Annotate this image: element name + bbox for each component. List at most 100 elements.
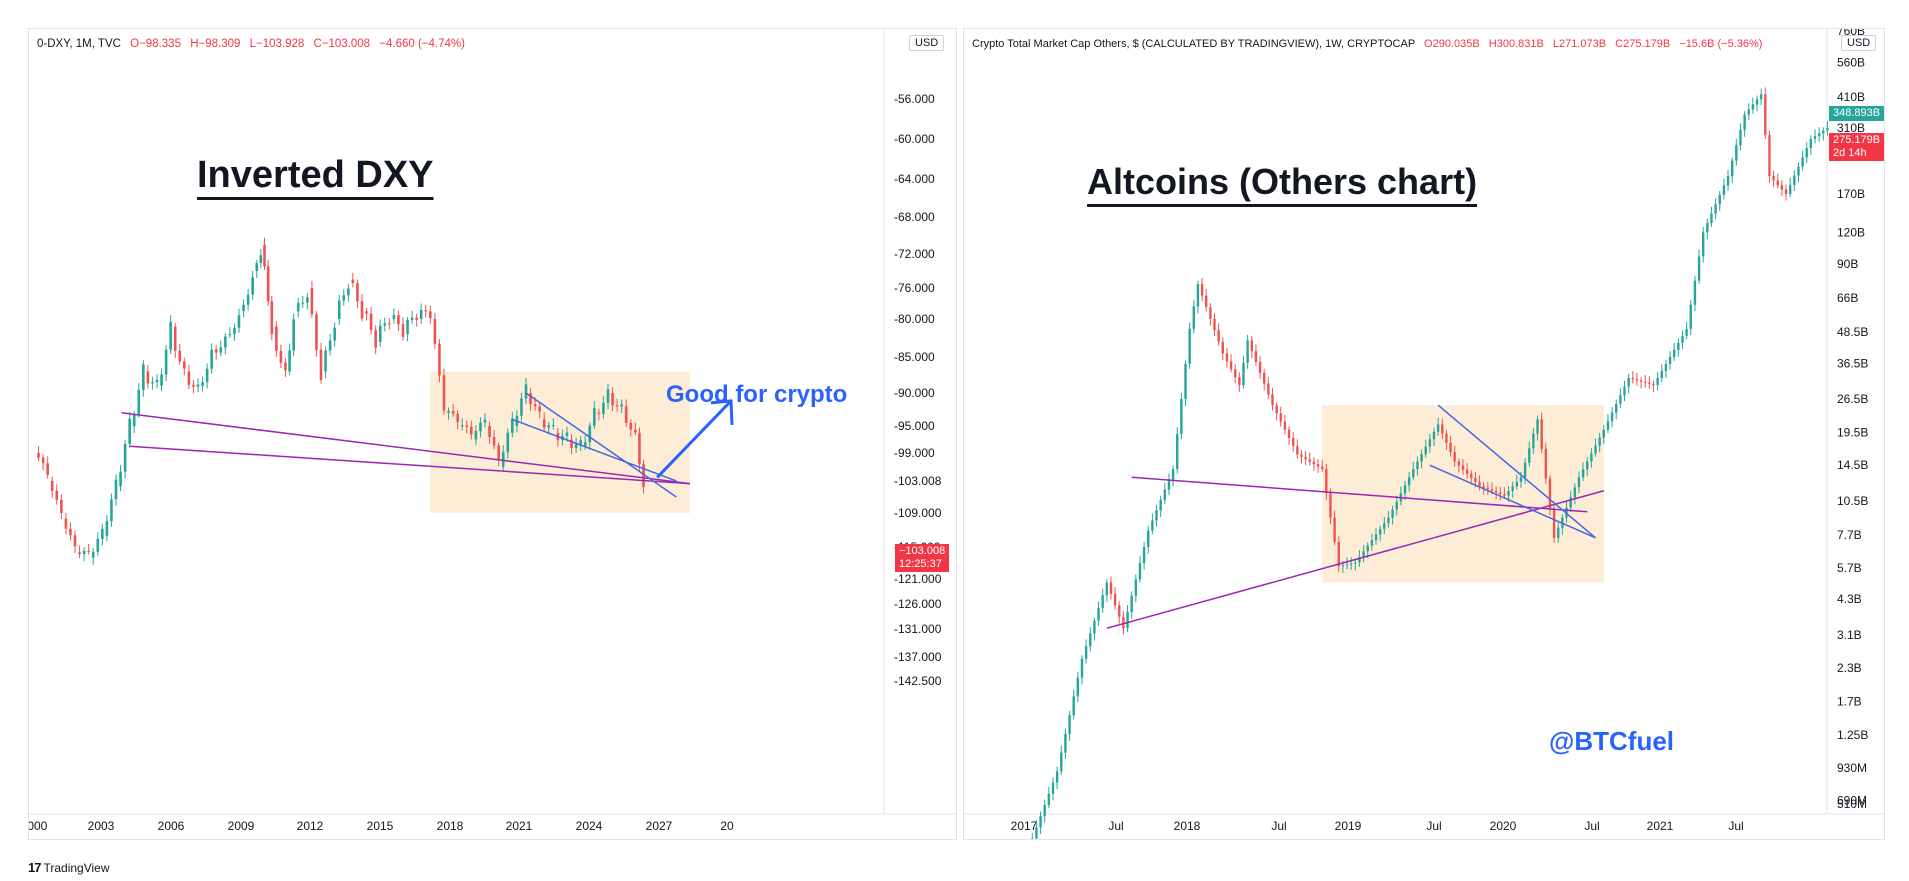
candle-body [1047, 793, 1051, 805]
candle-body [1383, 523, 1386, 529]
candle-body [301, 302, 305, 304]
candle-body [1374, 534, 1378, 541]
price-axis-tick: 510M [1837, 797, 1867, 811]
candle-body [41, 457, 45, 464]
candle-body [1217, 330, 1220, 342]
candle-body [137, 389, 141, 415]
currency-button[interactable]: USD [1841, 35, 1877, 51]
candle-body [1258, 362, 1262, 373]
others-chart-svg[interactable]: 760B 560B 410B 310B 170B 120B 90B 66B 48.5B 36.5B… [964, 29, 1884, 839]
chart-panel-others[interactable]: Crypto Total Market Cap Others, $ (CALCU… [963, 28, 1885, 840]
candle-body [1043, 804, 1046, 817]
candle-body [479, 422, 482, 432]
candle-body [533, 404, 537, 407]
candle-body [187, 371, 191, 385]
time-axis-tick: Jul [1728, 819, 1743, 833]
price-axis-tick: -126.000 [894, 597, 942, 611]
candle-body [1747, 109, 1750, 115]
candle-body [1387, 517, 1390, 524]
candle-body [146, 371, 150, 384]
arrow-head-icon [710, 399, 734, 425]
candle-body [1697, 256, 1701, 281]
currency-button[interactable]: USD [909, 35, 945, 51]
candle-body [196, 384, 200, 387]
candle-body [1337, 541, 1340, 567]
candle-body [60, 499, 63, 513]
candle-body [1656, 378, 1659, 386]
candle-body [1084, 646, 1088, 659]
candle-body [1403, 485, 1407, 494]
candle-body [456, 413, 459, 423]
candle-body [251, 277, 254, 295]
candle-body [1213, 318, 1216, 331]
trend-line [512, 418, 677, 482]
candle-body [1768, 135, 1771, 177]
candle-body [205, 368, 209, 383]
candle-body [1076, 677, 1080, 697]
candle-body [1594, 445, 1597, 454]
candle-body [433, 319, 437, 344]
candle-body [1097, 607, 1100, 621]
consolidation-zone [1322, 405, 1604, 583]
candle-body [583, 442, 587, 447]
candle-body [1246, 340, 1249, 363]
candle-body [96, 538, 100, 552]
time-axis-tick: 20 [720, 819, 734, 833]
candle-body [1528, 448, 1531, 463]
dxy-chart-svg[interactable]: -56.000 -60.000 -64.000 -68.000 -72.000 -76.0… [29, 29, 956, 839]
candle-body [1735, 145, 1738, 161]
candle-body [1242, 362, 1245, 386]
price-axis-tick: 1.25B [1837, 728, 1868, 742]
candle-body [1151, 520, 1154, 531]
candle-body [1465, 469, 1469, 474]
candle-body [606, 389, 610, 403]
candle-body [1279, 413, 1282, 422]
candle-body [547, 425, 551, 428]
candle-body [638, 432, 641, 465]
price-axis-tick: 10.5B [1837, 494, 1868, 508]
candle-body [424, 310, 428, 312]
candle-body [1126, 612, 1129, 629]
open-value: O−98.335 [130, 38, 181, 50]
candle-body [1118, 605, 1121, 617]
candle-body [1163, 489, 1167, 500]
chart-panel-dxy[interactable]: 0-DXY, 1M, TVC O−98.335 H−98.309 L−103.9… [28, 28, 957, 840]
candle-body [1490, 489, 1494, 491]
candle-body [1349, 563, 1353, 565]
candle-body [1759, 94, 1763, 100]
candle-body [1138, 563, 1142, 580]
candle-body [347, 288, 350, 296]
candle-body [1354, 562, 1357, 564]
candle-body [465, 425, 469, 427]
candle-body [1304, 456, 1307, 460]
symbol-label: 0-DXY, 1M, TVC [37, 38, 121, 50]
price-axis-tick: 5.7B [1837, 561, 1862, 575]
candle-body [410, 317, 414, 321]
candle-body [1180, 398, 1183, 434]
candle-body [593, 408, 596, 426]
candle-body [1287, 429, 1291, 438]
price-axis-tick: -68.000 [894, 210, 935, 224]
candle-body [1031, 838, 1034, 839]
time-axis-tick: 2019 [1335, 819, 1362, 833]
candle-body [520, 398, 523, 416]
candle-body [1590, 453, 1593, 462]
price-axis-tick: -64.000 [894, 172, 935, 186]
price-axis-tick: -76.000 [894, 281, 935, 295]
badge-green-price: 348.893B [1829, 106, 1885, 121]
candle-body [1171, 469, 1175, 480]
bar-countdown: 12:25:37 [899, 558, 942, 570]
candle-body [142, 364, 145, 390]
candle-body [1540, 419, 1543, 449]
time-axis-tick: 2015 [367, 819, 394, 833]
candle-body [1122, 616, 1125, 629]
tradingview-logo[interactable]: 17 TradingView [28, 860, 110, 875]
candle-body [1366, 545, 1369, 552]
candle-body [1652, 383, 1655, 386]
candle-body [397, 314, 400, 325]
candle-body [1060, 752, 1063, 772]
candle-body [1271, 394, 1274, 406]
candle-body [1499, 492, 1502, 495]
candle-body [1395, 501, 1398, 510]
candle-body [164, 349, 168, 375]
